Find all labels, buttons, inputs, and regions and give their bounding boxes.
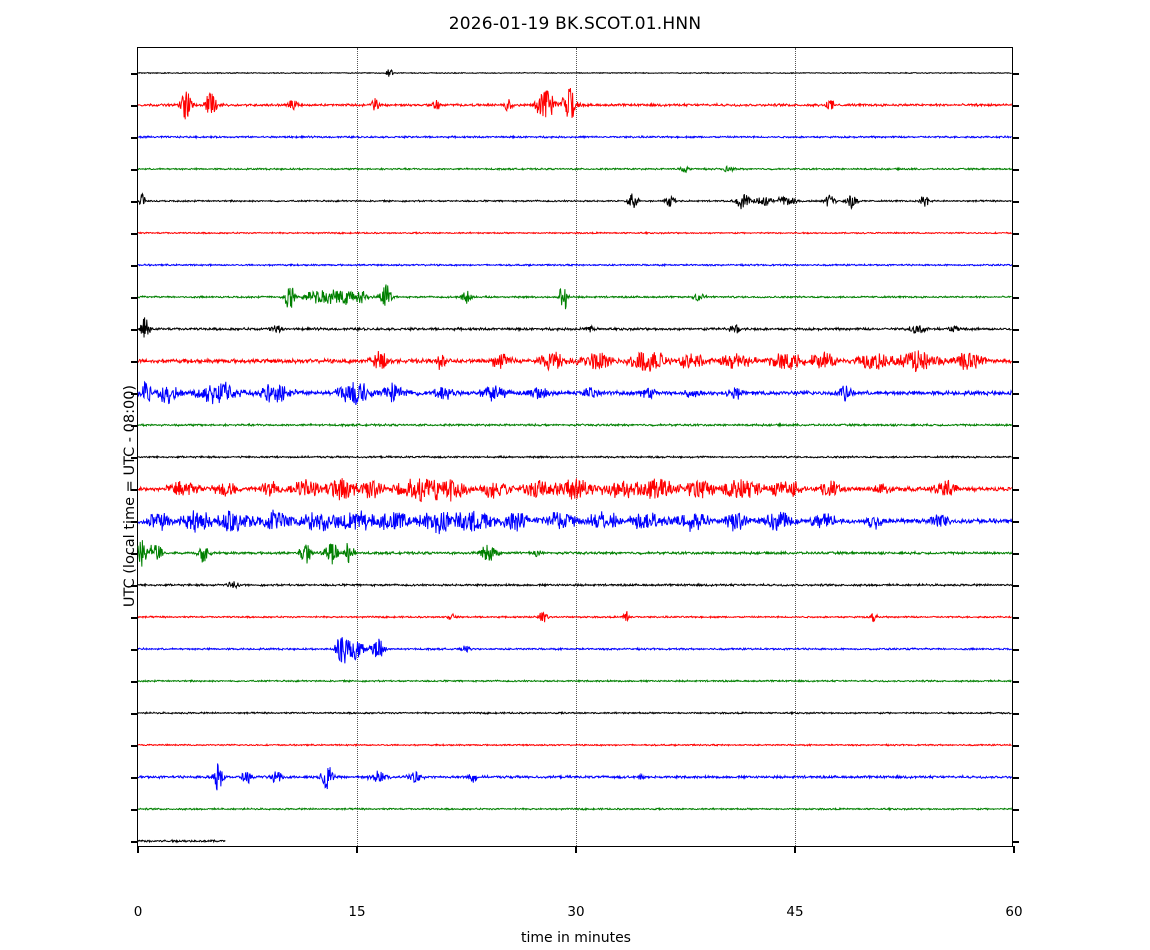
y-axis-tick-left (131, 297, 138, 299)
y-axis-tick-right (1012, 713, 1019, 715)
seismic-trace (138, 691, 1012, 735)
y-axis-tick-right (1012, 745, 1019, 747)
x-axis-tick-label: 15 (348, 904, 366, 920)
seismic-trace (138, 595, 1012, 639)
y-axis-tick-right (1012, 809, 1019, 811)
y-axis-tick-left (131, 105, 138, 107)
y-axis-tick-right (1012, 361, 1019, 363)
gridline-vertical (357, 48, 358, 846)
y-axis-tick-right (1012, 233, 1019, 235)
x-axis-tick-label: 60 (1005, 904, 1023, 920)
y-axis-tick-left (131, 489, 138, 491)
x-axis-tick-label: 30 (567, 904, 585, 920)
seismic-trace (138, 211, 1012, 255)
y-axis-tick-right (1012, 169, 1019, 171)
y-axis-tick-right (1012, 329, 1019, 331)
y-axis-tick-right (1012, 297, 1019, 299)
x-axis-tick (575, 846, 577, 853)
seismic-trace (138, 755, 1012, 799)
y-axis-tick-right (1012, 489, 1019, 491)
y-axis-tick-right (1012, 649, 1019, 651)
x-axis-tick (1013, 846, 1015, 853)
y-axis-tick-left (131, 553, 138, 555)
seismic-trace (138, 243, 1012, 287)
y-axis-tick-right (1012, 105, 1019, 107)
y-axis-tick-left (131, 169, 138, 171)
x-axis-tick-label: 45 (786, 904, 804, 920)
y-axis-tick-right (1012, 841, 1019, 843)
x-axis-tick (356, 846, 358, 853)
y-axis-tick-right (1012, 617, 1019, 619)
y-axis-tick-right (1012, 137, 1019, 139)
y-axis-tick-right (1012, 201, 1019, 203)
seismic-trace (138, 499, 1012, 543)
y-axis-tick-left (131, 457, 138, 459)
y-axis-tick-left (131, 713, 138, 715)
x-axis-tick (137, 846, 139, 853)
y-axis-tick-left (131, 361, 138, 363)
seismic-trace (138, 435, 1012, 479)
y-axis-tick-right (1012, 585, 1019, 587)
seismic-trace (138, 51, 1012, 95)
gridline-vertical (576, 48, 577, 846)
seismic-trace (138, 531, 1012, 575)
seismic-trace (138, 339, 1012, 383)
seismic-trace (138, 787, 1012, 831)
y-axis-tick-left (131, 137, 138, 139)
seismic-trace (138, 115, 1012, 159)
y-axis-tick-left (131, 841, 138, 843)
y-axis-tick-right (1012, 457, 1019, 459)
y-axis-tick-left (131, 393, 138, 395)
y-axis-tick-right (1012, 425, 1019, 427)
y-axis-tick-left (131, 425, 138, 427)
traces-layer (138, 48, 1012, 846)
y-axis-tick-left (131, 521, 138, 523)
seismic-trace (138, 179, 1012, 223)
seismic-trace (138, 147, 1012, 191)
seismic-trace (138, 403, 1012, 447)
y-axis-tick-left (131, 265, 138, 267)
x-axis-title: time in minutes (521, 930, 631, 946)
seismic-trace (138, 627, 1012, 671)
y-axis-tick-right (1012, 777, 1019, 779)
y-axis-tick-left (131, 585, 138, 587)
y-axis-tick-left (131, 649, 138, 651)
y-axis-tick-left (131, 617, 138, 619)
y-axis-tick-right (1012, 521, 1019, 523)
x-axis-tick-label: 0 (133, 904, 143, 920)
seismic-trace (138, 563, 1012, 607)
y-axis-title: UTC (local time = UTC - 08:00) (122, 384, 138, 608)
y-axis-tick-right (1012, 393, 1019, 395)
y-axis-tick-left (131, 233, 138, 235)
gridline-vertical (795, 48, 796, 846)
plot-area: UTC (local time = UTC - 08:00) time in m… (122, 47, 1023, 946)
seismic-trace (138, 467, 1012, 511)
y-axis-tick-right (1012, 681, 1019, 683)
y-axis-tick-right (1012, 73, 1019, 75)
y-axis-tick-right (1012, 553, 1019, 555)
seismic-trace (138, 659, 1012, 703)
y-axis-tick-left (131, 73, 138, 75)
seismic-trace (138, 819, 1012, 863)
page-title: 2026-01-19 BK.SCOT.01.HNN (448, 14, 702, 34)
y-axis-tick-right (1012, 265, 1019, 267)
seismic-trace (138, 723, 1012, 767)
seismic-trace (138, 307, 1012, 351)
y-axis-tick-left (131, 201, 138, 203)
seismic-trace (138, 371, 1012, 415)
seismic-trace (138, 83, 1012, 127)
y-axis-tick-left (131, 681, 138, 683)
y-axis-tick-left (131, 777, 138, 779)
y-axis-tick-left (131, 809, 138, 811)
y-axis-tick-left (131, 745, 138, 747)
seismic-trace (138, 275, 1012, 319)
x-axis-tick (794, 846, 796, 853)
grid-layer (138, 48, 1012, 846)
y-axis-tick-left (131, 329, 138, 331)
